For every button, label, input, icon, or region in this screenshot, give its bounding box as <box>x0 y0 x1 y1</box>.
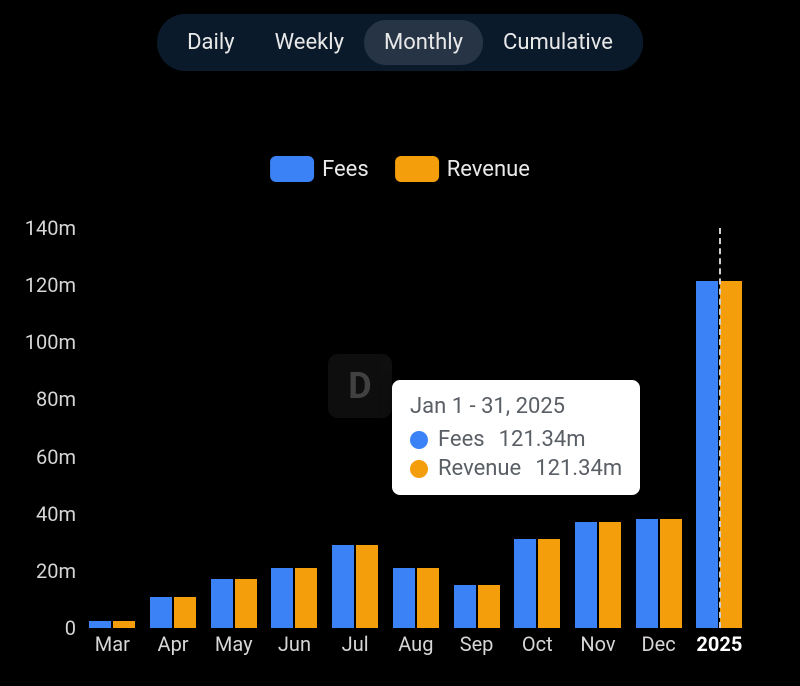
bar-revenue[interactable] <box>720 281 742 628</box>
x-tick: Nov <box>580 632 615 656</box>
tooltip-value-fees: 121.34m <box>499 427 586 452</box>
legend-label-revenue: Revenue <box>447 157 530 182</box>
y-tick: 60m <box>24 445 76 469</box>
legend-item-fees[interactable]: Fees <box>270 156 369 182</box>
bar-revenue[interactable] <box>538 539 560 628</box>
x-tick: Mar <box>95 632 130 656</box>
y-tick: 0 <box>24 616 76 640</box>
y-tick: 140m <box>24 216 76 240</box>
tooltip-row-revenue: Revenue 121.34m <box>410 456 622 481</box>
bar-revenue[interactable] <box>356 545 378 628</box>
bar-revenue[interactable] <box>660 519 682 628</box>
legend-item-revenue[interactable]: Revenue <box>395 156 530 182</box>
tab-cumulative[interactable]: Cumulative <box>483 20 633 65</box>
bar-fees[interactable] <box>393 568 415 628</box>
bar-fees[interactable] <box>150 597 172 628</box>
tab-weekly[interactable]: Weekly <box>255 20 364 65</box>
tooltip-dot-revenue <box>410 460 428 478</box>
tooltip-value-revenue: 121.34m <box>535 456 622 481</box>
y-tick: 40m <box>24 502 76 526</box>
x-tick: Aug <box>398 632 433 656</box>
bar-revenue[interactable] <box>113 621 135 628</box>
bar-fees[interactable] <box>332 545 354 628</box>
x-tick: May <box>215 632 253 656</box>
bar-fees[interactable] <box>89 621 111 628</box>
y-tick: 100m <box>24 330 76 354</box>
x-tick: 2025 <box>696 632 742 656</box>
x-tick: Jul <box>342 632 369 656</box>
bar-fees[interactable] <box>271 568 293 628</box>
tab-daily[interactable]: Daily <box>167 20 255 65</box>
tooltip-dot-fees <box>410 431 428 449</box>
bar-revenue[interactable] <box>599 522 621 628</box>
legend-swatch-revenue <box>395 156 439 182</box>
chart-legend: Fees Revenue <box>270 156 530 182</box>
tooltip-row-fees: Fees 121.34m <box>410 427 622 452</box>
bar-revenue[interactable] <box>417 568 439 628</box>
x-axis: Mar Apr May Jun Jul Aug Sep Oct Nov Dec 2025 <box>82 632 750 662</box>
time-range-tabs: Daily Weekly Monthly Cumulative <box>157 14 643 71</box>
bar-fees[interactable] <box>211 579 233 628</box>
x-tick: Apr <box>158 632 189 656</box>
tab-monthly[interactable]: Monthly <box>364 20 483 65</box>
bar-fees[interactable] <box>454 585 476 628</box>
y-tick: 80m <box>24 387 76 411</box>
y-tick: 20m <box>24 559 76 583</box>
bar-fees[interactable] <box>696 281 718 628</box>
y-tick: 120m <box>24 273 76 297</box>
hover-line <box>719 228 721 628</box>
x-tick: Jun <box>278 632 311 656</box>
bar-fees[interactable] <box>575 522 597 628</box>
bar-revenue[interactable] <box>174 597 196 628</box>
legend-swatch-fees <box>270 156 314 182</box>
bar-revenue[interactable] <box>295 568 317 628</box>
y-axis: 020m40m60m80m100m120m140m <box>24 228 76 628</box>
x-tick: Oct <box>522 632 553 656</box>
bar-fees[interactable] <box>514 539 536 628</box>
chart-tooltip: Jan 1 - 31, 2025 Fees 121.34m Revenue 12… <box>392 380 640 495</box>
tooltip-label-revenue: Revenue <box>438 456 521 481</box>
tooltip-label-fees: Fees <box>438 427 485 452</box>
bar-fees[interactable] <box>636 519 658 628</box>
x-tick: Dec <box>642 632 676 656</box>
x-tick: Sep <box>460 632 494 656</box>
bar-revenue[interactable] <box>235 579 257 628</box>
bar-revenue[interactable] <box>478 585 500 628</box>
legend-label-fees: Fees <box>322 157 369 182</box>
tooltip-title: Jan 1 - 31, 2025 <box>410 394 622 419</box>
